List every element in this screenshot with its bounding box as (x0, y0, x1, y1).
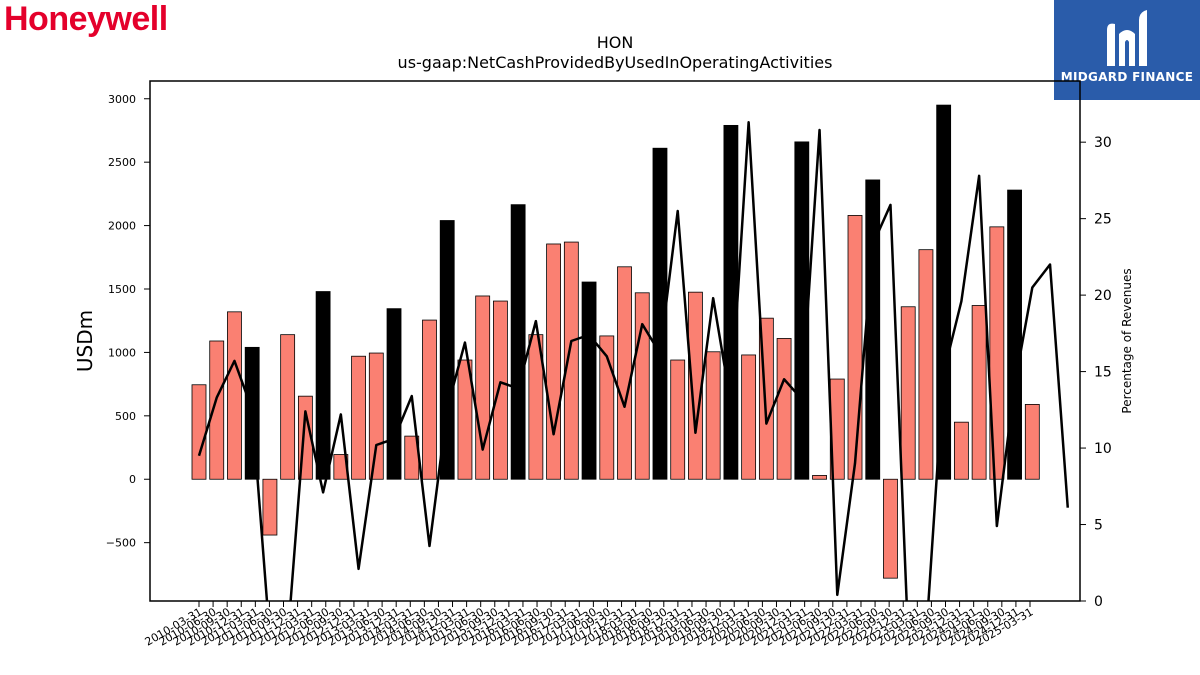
y-axis-label: USDm (73, 310, 97, 372)
honeywell-logo: Honeywell (4, 0, 168, 38)
bar-2021-12-31 (1007, 189, 1022, 480)
bar-2015-06-30 (546, 243, 561, 480)
bar-2011-06-30 (280, 334, 296, 480)
bar-2016-03-31 (599, 335, 615, 480)
y-tick-label: 0 (129, 473, 136, 486)
bar-2020-03-31 (883, 478, 898, 579)
bar-2015-03-31 (528, 334, 544, 480)
bar-2018-09-30 (776, 338, 792, 480)
bar-2010-06-30 (209, 340, 225, 480)
bar-2012-09-30 (368, 352, 384, 480)
bar-2019-03-31 (812, 475, 827, 480)
y2-tick-label: 15 (1094, 365, 1112, 381)
bar-2020-06-30 (900, 306, 916, 480)
y-tick-label: 1000 (108, 346, 136, 359)
bar-2016-06-30 (617, 266, 632, 480)
bar-2018-03-31 (741, 354, 757, 480)
bar-2012-06-30 (351, 355, 366, 480)
y-tick-label: 500 (115, 410, 136, 423)
bar-2020-09-30 (918, 249, 934, 480)
bar-2012-12-31 (386, 308, 402, 480)
y-axis-left: −500 0 500 1000 1500 2000 2500 3000 (106, 93, 150, 550)
y-tick-label: −500 (106, 537, 136, 550)
bar-2014-06-30 (475, 295, 491, 480)
bar-2011-12-31 (315, 291, 331, 480)
bar-2013-12-31 (439, 220, 455, 480)
chart-title: HON (597, 33, 634, 52)
midgard-emblem-icon (1107, 10, 1147, 67)
midgard-finance-logo: MIDGARD FINANCE (1054, 0, 1200, 100)
bar-2021-09-30 (989, 226, 1005, 480)
bar-2015-12-31 (581, 281, 597, 480)
y2-tick-label: 30 (1094, 135, 1112, 151)
y2-tick-label: 5 (1094, 518, 1103, 534)
bar-2016-09-30 (634, 292, 650, 480)
bar-2019-12-31 (865, 179, 881, 480)
percentage-line (197, 121, 1070, 601)
bar-2010-09-30 (227, 311, 242, 480)
bar-2022-03-31 (1024, 404, 1040, 480)
y-tick-label: 3000 (108, 93, 136, 106)
bar-2014-03-31 (457, 359, 473, 480)
x-axis: 2010-03-312010-06-302010-09-302010-12-31… (143, 601, 1036, 649)
bar-2014-12-31 (510, 204, 526, 480)
bar-2021-06-30 (971, 305, 987, 480)
bar-2011-03-31 (262, 478, 278, 536)
bar-2013-06-30 (422, 319, 437, 480)
y2-tick-label: 20 (1094, 288, 1112, 304)
plot-frame (149, 80, 1081, 602)
bars-layer (191, 104, 1040, 579)
bar-2017-03-31 (670, 359, 686, 480)
y-tick-label: 1500 (108, 283, 136, 296)
y2-axis-label: Percentage of Revenues (1120, 268, 1134, 413)
y-tick-label: 2500 (108, 156, 136, 169)
y2-tick-label: 0 (1094, 594, 1103, 610)
bar-2021-03-31 (953, 421, 969, 480)
y-axis-right: 0 5 10 15 20 25 30 (1080, 135, 1112, 610)
midgard-finance-wordmark: MIDGARD FINANCE (1060, 70, 1194, 84)
bar-2020-12-31 (936, 104, 952, 480)
chart-subtitle: us-gaap:NetCashProvidedByUsedInOperating… (398, 53, 833, 72)
y2-tick-label: 25 (1094, 212, 1112, 228)
bar-2014-09-30 (493, 300, 508, 480)
bar-2019-09-30 (847, 215, 863, 480)
bar-2017-09-30 (705, 351, 721, 480)
bar-2015-09-30 (563, 241, 579, 480)
y2-tick-label: 10 (1094, 441, 1112, 457)
bar-2017-12-31 (723, 124, 739, 480)
bar-2016-12-31 (652, 147, 668, 480)
line-layer (197, 121, 1070, 601)
bar-2010-03-31 (191, 384, 207, 480)
y-tick-label: 2000 (108, 220, 136, 233)
